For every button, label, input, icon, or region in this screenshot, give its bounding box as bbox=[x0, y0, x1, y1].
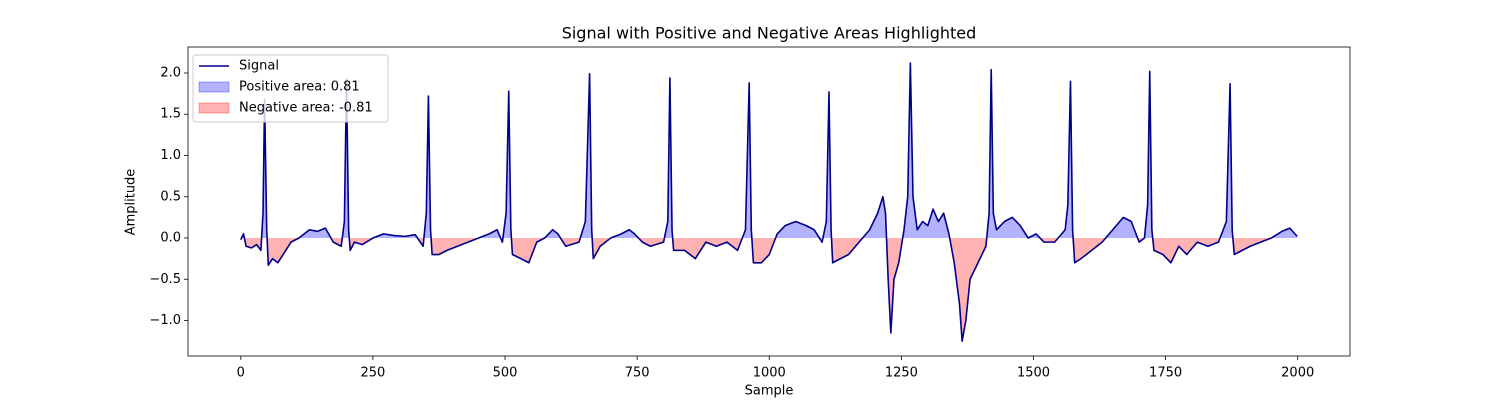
x-tick-label: 750 bbox=[625, 366, 650, 381]
y-tick-label: 1.5 bbox=[160, 107, 181, 122]
y-tick-label: 0.0 bbox=[160, 231, 181, 246]
x-tick-label: 2000 bbox=[1281, 366, 1314, 381]
positive-area-fill bbox=[241, 63, 1298, 239]
legend-label: Positive area: 0.81 bbox=[239, 80, 360, 95]
y-tick-label: 0.5 bbox=[160, 189, 181, 204]
y-tick-label: −0.5 bbox=[149, 272, 181, 287]
x-tick-label: 0 bbox=[237, 366, 245, 381]
chart-title: Signal with Positive and Negative Areas … bbox=[562, 24, 977, 43]
legend-swatch bbox=[198, 102, 230, 114]
x-tick-label: 500 bbox=[493, 366, 518, 381]
x-tick-label: 1750 bbox=[1149, 366, 1182, 381]
x-tick-label: 1000 bbox=[753, 366, 786, 381]
axes-frame bbox=[187, 46, 1351, 357]
x-tick-label: 1500 bbox=[1017, 366, 1050, 381]
x-axis-label: Sample bbox=[745, 384, 794, 399]
legend-label: Negative area: -0.81 bbox=[239, 101, 373, 116]
y-tick-label: −1.0 bbox=[149, 313, 181, 328]
y-tick-label: 1.0 bbox=[160, 148, 181, 163]
y-tick-label: 2.0 bbox=[160, 65, 181, 80]
legend-swatch bbox=[198, 81, 230, 93]
x-tick-label: 250 bbox=[361, 366, 386, 381]
x-tick-label: 1250 bbox=[885, 366, 918, 381]
y-axis-label: Amplitude bbox=[124, 169, 139, 236]
legend-label: Signal bbox=[239, 59, 279, 74]
legend-frame bbox=[192, 54, 389, 123]
signal-line bbox=[240, 62, 1298, 342]
